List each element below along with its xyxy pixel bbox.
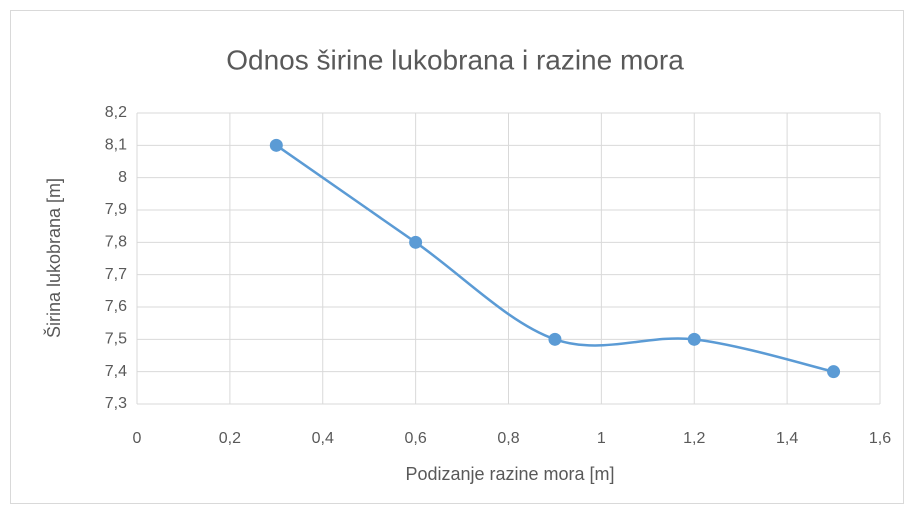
data-point [409, 235, 423, 249]
data-point [548, 332, 562, 346]
x-tick-label: 1,2 [683, 430, 705, 447]
chart-frame [10, 10, 904, 504]
y-tick-label: 7,6 [105, 298, 127, 315]
x-axis-label: Podizanje razine mora [m] [405, 464, 614, 484]
y-tick-label: 7,4 [105, 363, 127, 380]
y-tick-label: 7,9 [105, 201, 127, 218]
y-tick-label: 8,2 [105, 104, 127, 121]
x-tick-label: 0,4 [312, 430, 334, 447]
x-tick-label: 0 [133, 430, 142, 447]
data-point [827, 365, 841, 379]
y-axis-label: Širina lukobrana [m] [43, 178, 64, 338]
x-tick-label: 1,4 [776, 430, 798, 447]
x-tick-label: 0,8 [497, 430, 519, 447]
x-tick-label: 1 [597, 430, 606, 447]
x-tick-label: 0,2 [219, 430, 241, 447]
y-tick-label: 7,5 [105, 331, 127, 348]
y-tick-label: 8,1 [105, 137, 127, 154]
y-tick-label: 7,3 [105, 395, 127, 412]
x-tick-label: 1,6 [869, 430, 891, 447]
y-tick-label: 8 [118, 169, 127, 186]
y-tick-label: 7,7 [105, 266, 127, 283]
y-tick-label: 7,8 [105, 234, 127, 251]
data-point [269, 138, 283, 152]
x-tick-label: 0,6 [405, 430, 427, 447]
data-point [687, 332, 701, 346]
chart-title: Odnos širine lukobrana i razine mora [226, 44, 684, 75]
